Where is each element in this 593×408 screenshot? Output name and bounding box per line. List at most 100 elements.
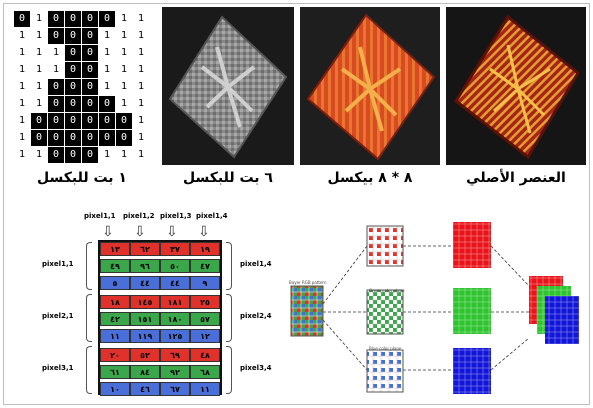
caption-pixelated: ٨ * ٨ بيكسل [327, 170, 413, 186]
caption-grayscale: ٦ بت للبكسل [183, 170, 273, 186]
binary-pixel: 1 [31, 96, 47, 112]
table-cell: ٤٩ [100, 259, 130, 273]
table-cell: ٢٥ [190, 295, 220, 309]
table-cell: ١٨١ [160, 295, 190, 309]
binary-pixel: 1 [31, 79, 47, 95]
binary-pixel: 0 [65, 45, 81, 61]
grayscale-image-panel [162, 7, 294, 165]
binary-pixel: 0 [65, 11, 81, 27]
binary-pixel: 0 [14, 11, 30, 27]
table-cell: ٤٢ [100, 312, 130, 326]
binary-pixel: 1 [14, 96, 30, 112]
row-label-right-2: pixel2,4 [240, 312, 272, 320]
original-diamond [454, 14, 580, 160]
binary-pixel: 0 [99, 96, 115, 112]
binary-pixel: 1 [31, 62, 47, 78]
table-cell: ١٩ [190, 242, 220, 256]
binary-pixel: 1 [48, 62, 64, 78]
down-arrow-icon: ⇩ [102, 224, 114, 240]
binary-pixel: 0 [99, 130, 115, 146]
binary-pixel: 1 [31, 147, 47, 163]
table-cell: ١١ [100, 329, 130, 343]
table-cell: ١٤٥ [130, 295, 160, 309]
table-cell: ١١ [190, 382, 220, 396]
left-brace [86, 242, 92, 290]
binary-pixel: 0 [65, 62, 81, 78]
table-cell: ١٣ [100, 242, 130, 256]
binary-pixel: 0 [82, 113, 98, 129]
table-cell: ٤٨ [190, 348, 220, 362]
col-header-1: pixel1,1 [84, 212, 116, 220]
binary-pixel: 1 [31, 11, 47, 27]
table-cell: ٥ [100, 276, 130, 290]
pixelated-diamond [306, 13, 436, 161]
binary-pixel: 0 [48, 11, 64, 27]
green-plane-label: Green color plane [369, 288, 405, 293]
col-header-2: pixel1,2 [123, 212, 155, 220]
binary-pixel: 1 [133, 147, 149, 163]
binary-pixel: 1 [99, 45, 115, 61]
binary-pixel: 1 [133, 96, 149, 112]
table-cell: ١١٩ [130, 329, 160, 343]
binary-pixel: 0 [116, 130, 132, 146]
binary-pixel: 0 [82, 62, 98, 78]
right-brace [226, 242, 232, 290]
row-label-right-3: pixel3,4 [240, 364, 272, 372]
binary-pixel: 1 [133, 79, 149, 95]
row-label-left-1: pixel1,1 [42, 260, 74, 268]
right-brace [226, 294, 232, 342]
binary-pixel: 1 [14, 79, 30, 95]
binary-pixel: 1 [14, 28, 30, 44]
table-cell: ٥٧ [190, 312, 220, 326]
binary-pixel: 1 [31, 28, 47, 44]
binary-pixel: 0 [65, 130, 81, 146]
down-arrow-icon: ⇩ [198, 224, 210, 240]
binary-pixel: 1 [31, 45, 47, 61]
binary-pixel: 1 [14, 45, 30, 61]
binary-pixel: 1 [99, 79, 115, 95]
table-cell: ٥٢ [130, 348, 160, 362]
binary-pixel: 0 [82, 96, 98, 112]
row-label-right-1: pixel1,4 [240, 260, 272, 268]
binary-pixel: 1 [14, 113, 30, 129]
bayer-label: Bayer RGB pattern [289, 280, 327, 285]
binary-pixel: 1 [133, 45, 149, 61]
binary-pixel: 0 [48, 130, 64, 146]
col-header-3: pixel1,3 [160, 212, 192, 220]
binary-pixel: 1 [133, 28, 149, 44]
binary-pixel: 1 [14, 62, 30, 78]
right-brace [226, 346, 232, 394]
table-cell: ٦٧ [160, 382, 190, 396]
binary-pixel: 0 [99, 11, 115, 27]
binary-pixel: 0 [31, 113, 47, 129]
binary-pixel: 0 [82, 130, 98, 146]
table-cell: ٦١ [100, 365, 130, 379]
left-brace [86, 294, 92, 342]
table-cell: ٤٤ [130, 276, 160, 290]
table-cell: ٢٠ [100, 348, 130, 362]
caption-original: العنصر الأصلي [466, 170, 566, 186]
binary-pixel: 1 [133, 113, 149, 129]
binary-pixel: 0 [48, 147, 64, 163]
original-image-panel [446, 7, 586, 165]
binary-pixel: 0 [65, 28, 81, 44]
binary-pixel: 0 [116, 113, 132, 129]
table-cell: ١٨ [100, 295, 130, 309]
binary-pixel: 1 [48, 45, 64, 61]
binary-pixel: 1 [14, 130, 30, 146]
binary-pixel: 0 [82, 79, 98, 95]
table-cell: ٦٩ [160, 348, 190, 362]
binary-pixel: 1 [133, 11, 149, 27]
table-cell: ١٢ [190, 329, 220, 343]
grayscale-diamond [168, 15, 288, 159]
binary-pixel: 0 [48, 96, 64, 112]
table-cell: ٣٧ [160, 242, 190, 256]
binary-pixel: 0 [48, 28, 64, 44]
binary-pixel: 1 [14, 147, 30, 163]
binary-pixel: 1 [99, 62, 115, 78]
table-cell: ١٠ [100, 382, 130, 396]
table-cell: ٩٦ [130, 259, 160, 273]
left-brace [86, 346, 92, 394]
binary-pixel: 0 [99, 113, 115, 129]
